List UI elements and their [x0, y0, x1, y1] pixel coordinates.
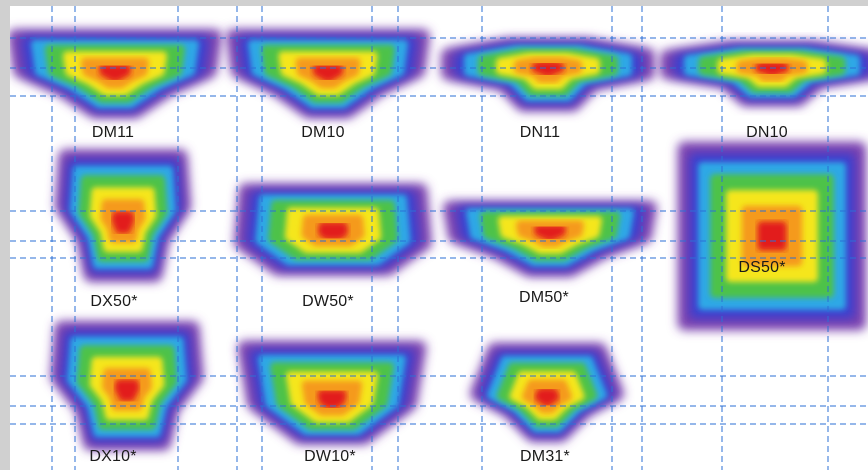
contour-ring-7 — [534, 224, 566, 241]
intensity-pattern-dx50 — [54, 149, 192, 282]
label-dn10: DN10 — [746, 124, 788, 141]
label-dm11: DM11 — [91, 124, 135, 141]
contour-ring-7 — [99, 64, 131, 82]
contour-ring-7 — [317, 389, 347, 409]
heatmap-canvas — [10, 6, 868, 470]
label-dm50: DM50* — [519, 289, 569, 306]
intensity-pattern-ds50 — [677, 141, 867, 331]
label-dx10: DX10* — [89, 448, 137, 465]
intensity-pattern-dn10 — [660, 40, 868, 107]
intensity-pattern-dw50 — [234, 183, 432, 276]
label-dw10: DW10* — [304, 448, 356, 465]
label-dm10: DM10 — [301, 124, 345, 141]
label-dm31: DM31* — [520, 448, 570, 465]
contour-ring-7 — [312, 64, 344, 82]
label-dx50: DX50* — [90, 293, 138, 310]
intensity-pattern-dn11 — [441, 37, 655, 112]
label-ds50: DS50* — [738, 259, 786, 276]
contour-ring-7 — [757, 221, 787, 251]
contour-ring-7 — [534, 388, 560, 407]
contour-ring-7 — [755, 61, 789, 76]
contour-ring-7 — [532, 61, 564, 77]
contour-ring-7 — [114, 379, 140, 402]
intensity-pattern-dm11 — [10, 29, 222, 119]
label-dn11: DN11 — [519, 124, 561, 141]
contour-ring-7 — [111, 211, 135, 234]
label-dw50: DW50* — [302, 293, 354, 310]
intensity-pattern-dm31 — [470, 342, 624, 442]
pattern-grid-panel: DM11 DM10 DN11 DN10 DX50* DW50* DM50* DS… — [10, 6, 868, 470]
intensity-pattern-dm50 — [443, 200, 657, 277]
contour-ring-7 — [318, 222, 348, 240]
intensity-pattern-dm10 — [226, 29, 430, 119]
intensity-pattern-dx10 — [50, 321, 204, 451]
